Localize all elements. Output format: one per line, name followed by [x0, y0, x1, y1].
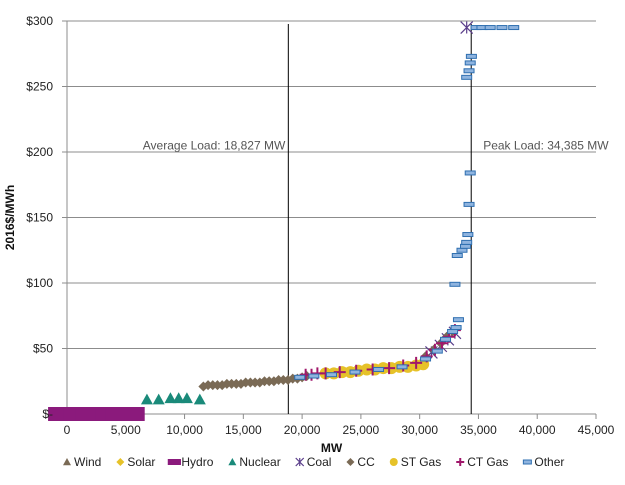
data-point — [450, 325, 462, 331]
data-point — [452, 317, 464, 323]
data-point — [326, 372, 337, 378]
x-tick-label: 20,000 — [284, 423, 321, 437]
y-tick-label: $300 — [26, 14, 53, 28]
tick-labels: 0 5,000 10,000 15,000 20,000 25,000 30,000 35,0… — [26, 14, 614, 437]
legend-item-solar: Solar — [116, 455, 155, 469]
data-point — [152, 393, 165, 405]
data-point — [460, 243, 472, 249]
data-point — [451, 252, 463, 258]
y-tick-label: $50 — [33, 342, 53, 356]
legend-marker — [228, 458, 237, 466]
annotations: Average Load: 18,827 MW Peak Load: 34,385… — [143, 24, 609, 414]
legend-label: Hydro — [181, 455, 213, 469]
x-tick-label: 35,000 — [460, 423, 497, 437]
data-point — [431, 348, 443, 354]
x-tick-label: 10,000 — [166, 423, 203, 437]
legend-marker — [295, 457, 305, 467]
legend: Wind Solar Hydro Nuclear Coal CC ST Gas CT Gas O… — [63, 455, 564, 469]
data-point — [461, 74, 473, 80]
data-point — [464, 170, 476, 176]
data-point — [180, 392, 193, 404]
data-point — [164, 392, 177, 404]
x-tick-label: 15,000 — [225, 423, 262, 437]
data-point — [460, 21, 474, 34]
data-points — [48, 21, 520, 421]
data-point — [508, 25, 520, 31]
y-tick-label: $150 — [26, 211, 53, 225]
legend-label: Other — [534, 455, 564, 469]
y-axis-title: 2016$/MWh — [3, 185, 17, 250]
x-tick-label: 0 — [64, 423, 71, 437]
data-point — [449, 281, 461, 287]
legend-label: Nuclear — [239, 455, 280, 469]
y-tick-label: $250 — [26, 80, 53, 94]
legend-marker — [346, 458, 355, 466]
legend-label: Wind — [74, 455, 101, 469]
legend-item-st-gas: ST Gas — [389, 455, 441, 469]
legend-marker — [389, 458, 398, 466]
legend-marker — [116, 458, 125, 466]
data-point — [440, 336, 452, 342]
data-point — [456, 247, 468, 253]
legend-marker — [63, 458, 71, 466]
data-point — [193, 393, 206, 405]
data-point — [410, 356, 423, 369]
data-point — [464, 60, 476, 66]
series-cc — [198, 326, 458, 392]
data-point — [383, 362, 396, 375]
legend-label: Solar — [127, 455, 155, 469]
legend-label: CC — [357, 455, 375, 469]
series-hydro — [48, 407, 145, 421]
data-point — [140, 393, 153, 405]
data-point — [463, 201, 475, 207]
data-point — [447, 328, 459, 334]
legend-item-coal: Coal — [295, 455, 332, 469]
x-axis-title: MW — [321, 441, 343, 455]
annotation-label-avg: Average Load: 18,827 MW — [143, 138, 286, 152]
x-tick-label: 45,000 — [578, 423, 615, 437]
gridlines — [67, 20, 596, 349]
legend-item-other: Other — [522, 455, 564, 469]
data-point — [349, 369, 361, 375]
plot-axes — [62, 20, 597, 419]
legend-label: CT Gas — [467, 455, 508, 469]
x-tick-label: 25,000 — [343, 423, 380, 437]
data-point — [420, 356, 432, 362]
legend-item-wind: Wind — [63, 455, 101, 469]
data-point — [113, 407, 145, 421]
legend-marker — [456, 458, 465, 466]
y-tick-label: $- — [42, 407, 53, 421]
data-point — [294, 374, 306, 380]
legend-item-hydro: Hydro — [167, 455, 214, 469]
data-point — [396, 364, 408, 370]
legend-marker — [167, 459, 181, 465]
data-point — [462, 232, 474, 238]
legend-item-cc: CC — [346, 455, 375, 469]
data-point — [172, 392, 185, 404]
legend-label: ST Gas — [401, 455, 441, 469]
x-tick-label: 30,000 — [401, 423, 438, 437]
legend-item-nuclear: Nuclear — [228, 455, 281, 469]
x-tick-label: 40,000 — [519, 423, 556, 437]
data-point — [484, 25, 496, 31]
data-point — [308, 373, 320, 379]
annotation-label-peak: Peak Load: 34,385 MW — [483, 138, 609, 152]
data-point — [465, 53, 477, 59]
legend-label: Coal — [307, 455, 332, 469]
x-tick-label: 5,000 — [111, 423, 141, 437]
y-tick-label: $100 — [26, 276, 53, 290]
data-point — [496, 25, 508, 31]
series-other — [294, 25, 520, 380]
legend-item-ct-gas: CT Gas — [456, 455, 508, 469]
y-tick-label: $200 — [26, 145, 53, 159]
data-point — [461, 239, 473, 245]
series-nuclear — [140, 392, 206, 405]
data-point — [463, 68, 475, 74]
legend-marker — [522, 459, 532, 465]
data-point — [373, 366, 385, 372]
data-point — [333, 366, 346, 379]
